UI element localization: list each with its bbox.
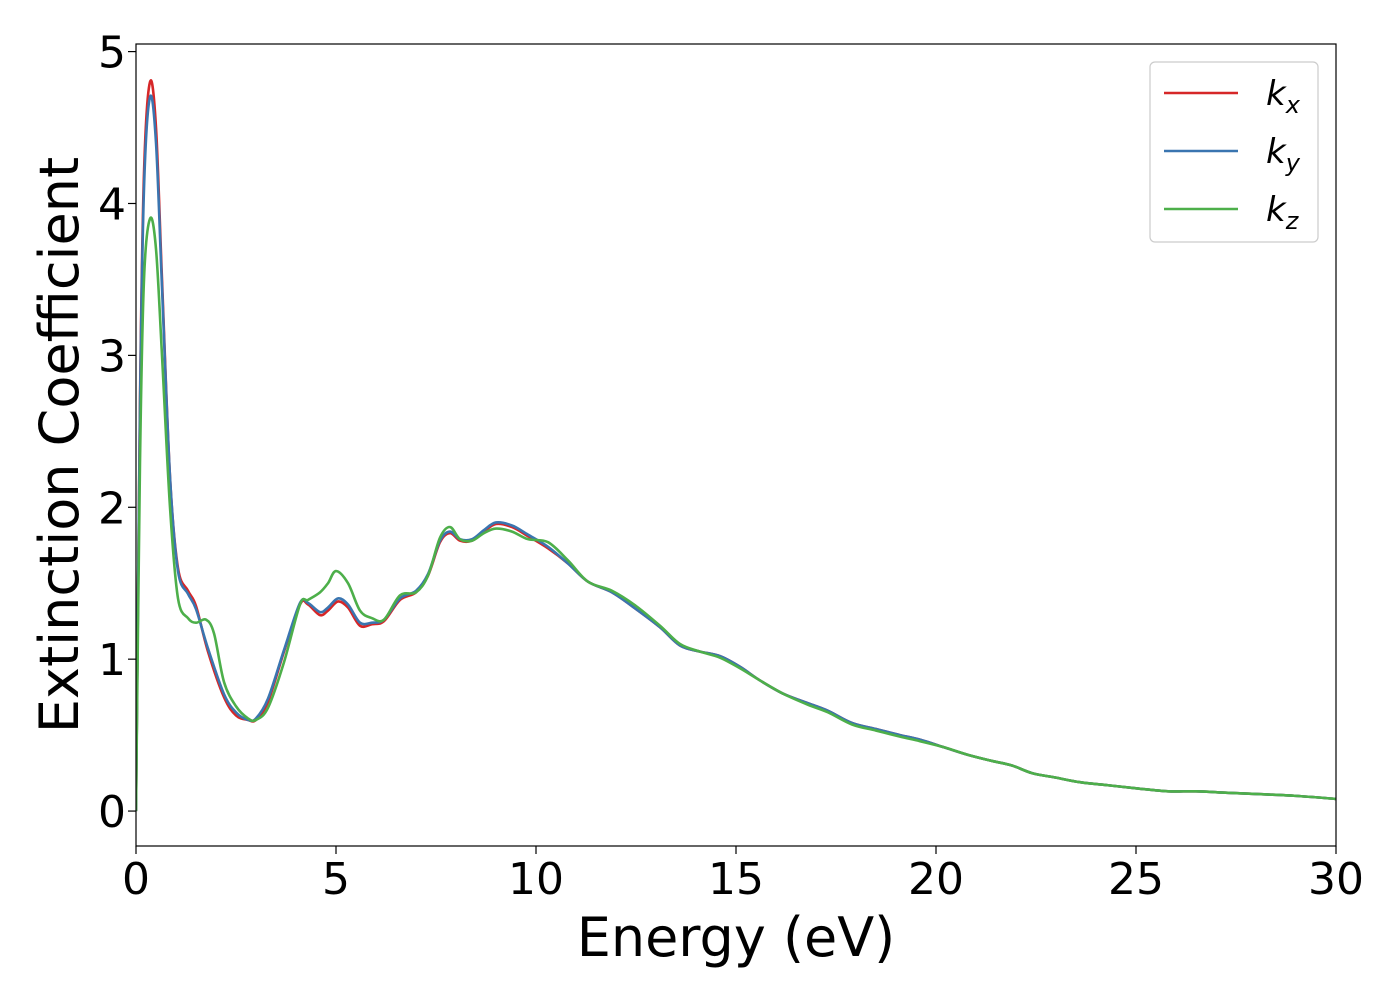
x-tick-label: 25 xyxy=(1108,854,1164,905)
x-tick-label: 0 xyxy=(122,854,150,905)
y-axis-label: Extinction Coefficient xyxy=(28,157,91,733)
legend-label: kz xyxy=(1266,190,1300,235)
y-tick-label: 2 xyxy=(98,483,126,534)
legend-item: kz xyxy=(1164,190,1300,235)
y-tick-label: 1 xyxy=(98,635,126,686)
y-axis: 0 1 2 3 4 5 xyxy=(98,28,136,838)
legend-item: kx xyxy=(1164,74,1301,119)
series-line-k-z xyxy=(136,216,1336,812)
x-tick-label: 20 xyxy=(908,854,964,905)
x-axis-label: Energy (eV) xyxy=(577,906,896,969)
y-tick-label: 4 xyxy=(98,179,126,230)
x-tick-label: 10 xyxy=(508,854,564,905)
y-tick-label: 3 xyxy=(98,331,126,382)
series-layer xyxy=(136,79,1336,812)
legend-label: ky xyxy=(1266,132,1301,177)
x-axis: 0 5 10 15 20 25 30 xyxy=(122,846,1364,905)
x-tick-label: 5 xyxy=(322,854,350,905)
legend-label: kx xyxy=(1266,74,1301,119)
x-tick-label: 15 xyxy=(708,854,764,905)
legend: kx ky kz xyxy=(1149,61,1319,243)
legend-item: ky xyxy=(1164,132,1301,177)
y-tick-label: 5 xyxy=(98,28,126,79)
y-tick-label: 0 xyxy=(98,787,126,838)
x-tick-label: 30 xyxy=(1308,854,1364,905)
